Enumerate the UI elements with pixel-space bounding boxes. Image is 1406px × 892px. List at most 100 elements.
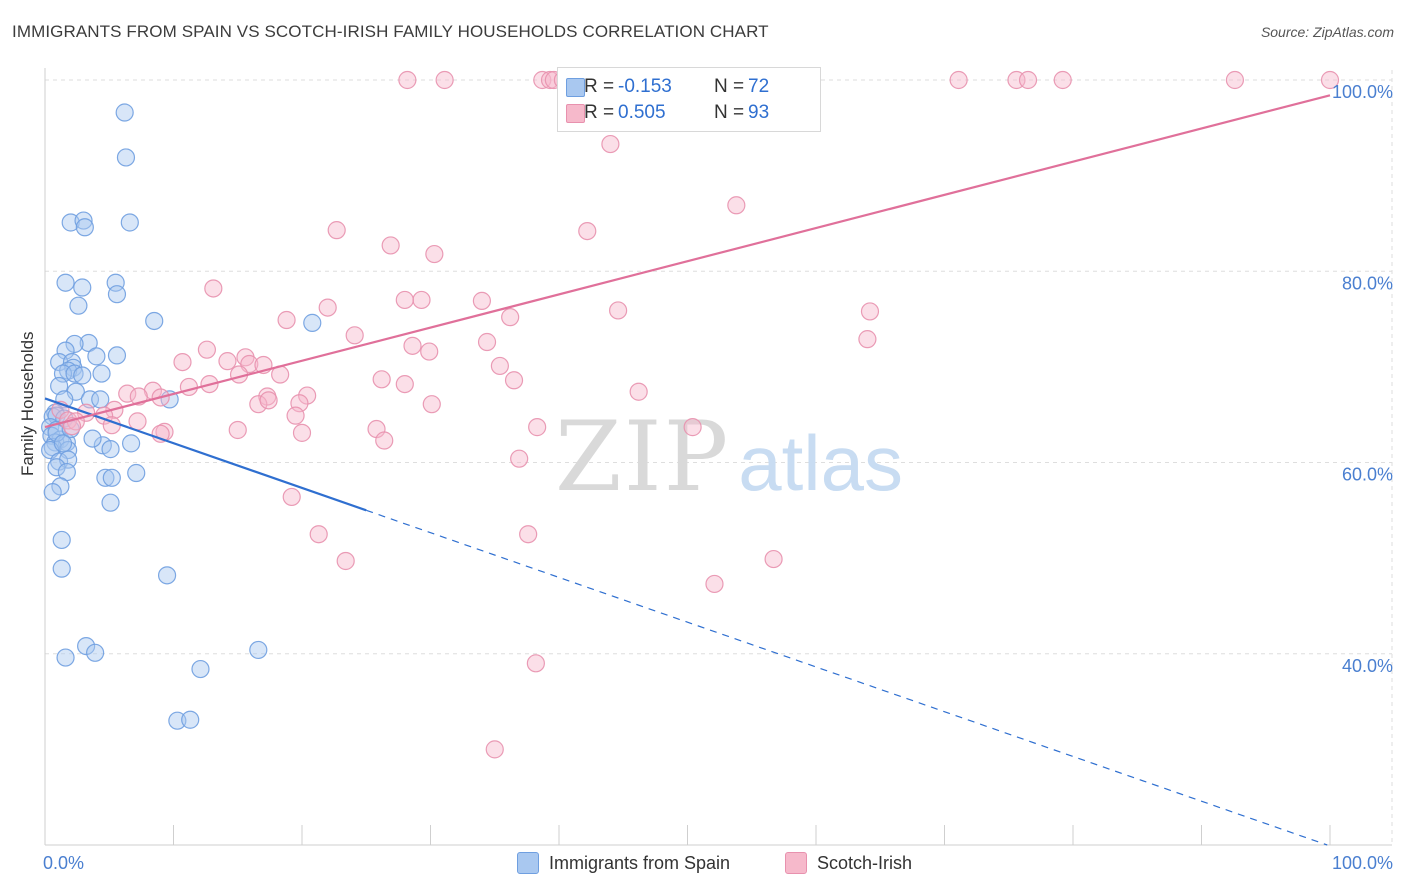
data-point: [145, 311, 164, 331]
data-point: [106, 273, 125, 292]
legend-swatch-pink: [785, 852, 807, 874]
x-tick-label: 100.0%: [1332, 853, 1393, 873]
data-point: [425, 244, 444, 264]
chart-title: IMMIGRANTS FROM SPAIN VS SCOTCH-IRISH FA…: [12, 22, 769, 41]
data-point: [120, 213, 139, 232]
trend-lines: [44, 94, 1331, 846]
legend-n-value: 72: [748, 76, 770, 97]
data-point: [609, 301, 628, 320]
data-point: [510, 449, 529, 468]
legend-item-scotch-irish[interactable]: Scotch-Irish: [785, 852, 912, 874]
data-point: [73, 278, 92, 297]
data-point: [74, 211, 93, 230]
data-point: [395, 290, 414, 310]
data-point: [181, 710, 200, 729]
data-point: [860, 302, 880, 321]
legend-n-value: 93: [748, 102, 770, 123]
data-point: [403, 336, 422, 355]
legend-r-value: 0.505: [618, 102, 666, 123]
data-point: [116, 148, 136, 167]
data-point: [43, 483, 62, 502]
data-point: [764, 549, 783, 569]
legend-label-spain: Immigrants from Spain: [549, 852, 731, 873]
data-point: [705, 574, 724, 594]
data-point: [528, 418, 547, 437]
data-point: [1320, 70, 1340, 90]
data-point: [118, 384, 137, 403]
data-point: [50, 376, 69, 396]
data-point: [395, 374, 414, 394]
legend-r-label: R =: [584, 102, 615, 123]
data-point: [179, 377, 199, 397]
data-point: [107, 346, 127, 365]
data-point: [420, 342, 439, 361]
legend-item-spain[interactable]: Immigrants from Spain: [517, 852, 730, 874]
data-point: [86, 643, 105, 662]
data-point: [75, 218, 94, 237]
stats-legend: R = -0.153 N = 72 R = 0.505 N = 93: [557, 67, 821, 132]
data-point: [327, 221, 346, 240]
grid-lines: [45, 70, 1393, 845]
source-credit: Source: ZipAtlas.com: [1260, 24, 1394, 40]
data-point: [345, 326, 364, 345]
data-point: [292, 423, 312, 442]
data-point: [683, 418, 702, 437]
data-point: [259, 391, 278, 410]
data-point: [101, 440, 120, 459]
legend-n-label: N =: [714, 102, 745, 123]
data-point: [87, 347, 106, 366]
data-point: [91, 390, 110, 409]
data-point: [157, 566, 177, 585]
data-point: [83, 429, 102, 448]
data-point: [472, 291, 491, 310]
legend-swatch-pink: [566, 103, 585, 123]
y-tick-label: 60.0%: [1342, 465, 1393, 485]
data-point: [128, 412, 147, 431]
data-point: [578, 221, 597, 241]
data-point: [490, 356, 509, 376]
watermark: ZIP atlas: [555, 401, 903, 513]
legend-row-spain: R = -0.153 N = 72: [566, 74, 770, 100]
data-point: [102, 468, 121, 487]
data-point: [1053, 70, 1072, 90]
data-point: [858, 330, 877, 349]
data-point: [249, 395, 268, 414]
y-tick-label: 40.0%: [1342, 656, 1393, 676]
data-point: [218, 352, 237, 371]
data-point: [485, 740, 504, 759]
data-point: [121, 434, 141, 453]
legend-label-scotch-irish: Scotch-Irish: [817, 852, 913, 873]
data-point: [949, 70, 968, 90]
data-point: [228, 420, 247, 440]
data-point: [73, 366, 92, 385]
data-point: [56, 273, 75, 292]
data-point: [204, 279, 223, 298]
data-point: [69, 296, 88, 315]
trend-line-spain-solid: [44, 397, 367, 512]
data-point: [52, 559, 71, 578]
data-point: [52, 530, 71, 550]
data-point: [1018, 70, 1038, 90]
data-point: [191, 659, 210, 679]
data-point: [629, 382, 648, 401]
data-point: [422, 395, 441, 414]
data-point: [47, 458, 66, 477]
data-point: [519, 525, 538, 544]
data-point: [477, 332, 497, 352]
data-point: [309, 525, 328, 544]
data-point: [197, 340, 217, 359]
tick-labels: 40.0% 60.0% 80.0% 100.0% 0.0% 100.0%: [43, 82, 1393, 873]
data-point: [375, 431, 394, 450]
legend-r-label: R =: [584, 76, 615, 97]
data-point: [65, 334, 84, 354]
data-point: [435, 70, 454, 90]
y-tick-label: 100.0%: [1332, 82, 1393, 102]
data-point: [1225, 70, 1245, 90]
data-point: [79, 333, 98, 353]
data-point: [303, 313, 322, 332]
data-point: [526, 654, 545, 673]
data-point: [96, 468, 115, 487]
series-immigrants-from-spain: [41, 103, 322, 730]
data-point: [115, 103, 134, 122]
